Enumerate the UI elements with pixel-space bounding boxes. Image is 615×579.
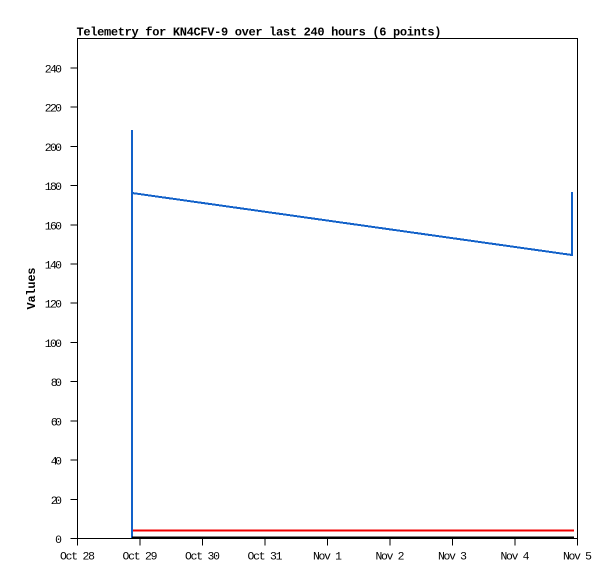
svg-text:Oct 30: Oct 30 <box>185 552 220 564</box>
svg-text:160: 160 <box>45 221 62 233</box>
svg-text:220: 220 <box>45 104 62 116</box>
svg-text:Nov 1: Nov 1 <box>313 552 342 564</box>
svg-text:40: 40 <box>51 457 62 469</box>
svg-text:100: 100 <box>45 339 62 351</box>
svg-text:20: 20 <box>51 496 62 508</box>
svg-text:Values: Values <box>25 268 39 310</box>
svg-text:0: 0 <box>55 535 62 547</box>
svg-text:Oct 28: Oct 28 <box>60 552 95 564</box>
svg-text:120: 120 <box>45 300 62 312</box>
svg-text:180: 180 <box>45 182 62 194</box>
svg-text:Nov 2: Nov 2 <box>376 552 405 564</box>
svg-text:140: 140 <box>45 261 62 273</box>
svg-text:Telemetry for KN4CFV-9 over la: Telemetry for KN4CFV-9 over last 240 hou… <box>77 25 442 39</box>
svg-text:60: 60 <box>51 417 62 429</box>
svg-text:Oct 29: Oct 29 <box>123 552 158 564</box>
svg-text:Nov 4: Nov 4 <box>501 552 530 564</box>
svg-text:200: 200 <box>45 143 62 155</box>
svg-text:240: 240 <box>45 64 62 76</box>
svg-text:80: 80 <box>51 378 62 390</box>
svg-text:Oct 31: Oct 31 <box>248 552 283 564</box>
svg-text:Nov 3: Nov 3 <box>438 552 467 564</box>
svg-text:Nov 5: Nov 5 <box>563 552 592 564</box>
